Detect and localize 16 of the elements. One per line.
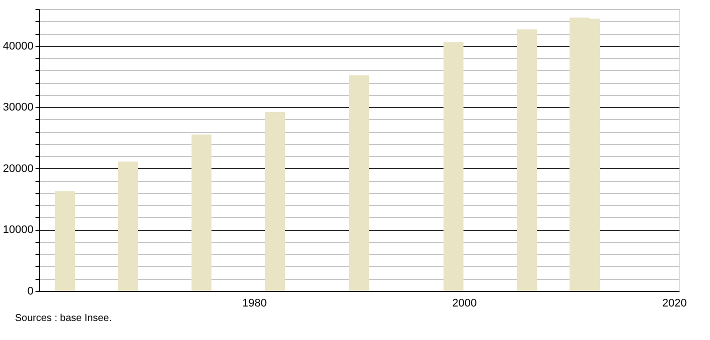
bar (118, 162, 138, 291)
bar (517, 29, 537, 291)
y-tick-label: 20000 (2, 162, 34, 175)
x-tick-label: 2000 (452, 298, 477, 310)
source-note: Sources : base Insee. (15, 313, 112, 324)
y-tick-label: 10000 (2, 224, 34, 236)
bar (444, 42, 464, 291)
x-tick-label: 2020 (662, 298, 687, 310)
bar (265, 112, 285, 291)
x-tick-label: 1980 (242, 298, 267, 310)
bar (349, 75, 369, 291)
bar (192, 134, 212, 291)
y-tick-label: 30000 (2, 102, 34, 114)
bar (55, 191, 75, 291)
y-tick-label: 40000 (2, 40, 34, 52)
y-tick-label: 0 (27, 286, 34, 298)
